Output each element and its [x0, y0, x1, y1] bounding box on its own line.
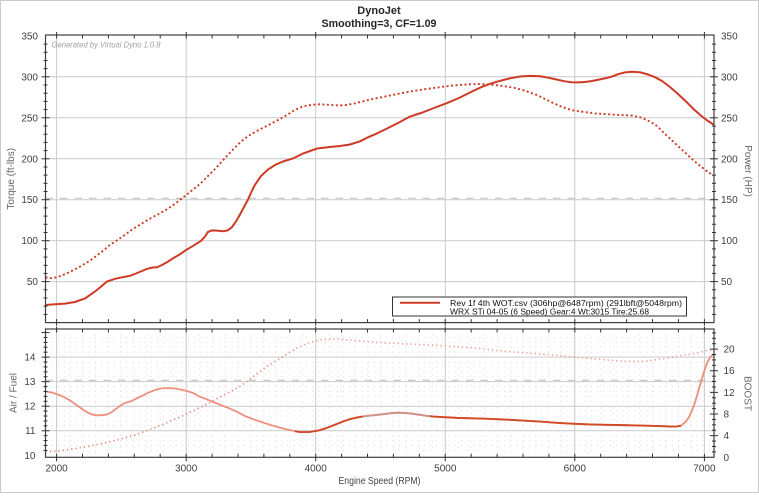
svg-text:150: 150 — [721, 195, 738, 206]
svg-text:WRX STi 04-05 (6 Speed) Gear:4: WRX STi 04-05 (6 Speed) Gear:4 Wt:3015 T… — [450, 307, 650, 316]
svg-text:11: 11 — [25, 426, 36, 437]
svg-text:BOOST: BOOST — [742, 376, 753, 411]
svg-text:Air / Fuel: Air / Fuel — [9, 373, 20, 413]
svg-text:Torque (ft-lbs): Torque (ft-lbs) — [6, 148, 17, 210]
svg-text:250: 250 — [721, 113, 738, 124]
svg-text:6000: 6000 — [564, 464, 587, 475]
svg-text:Smoothing=3, CF=1.09: Smoothing=3, CF=1.09 — [322, 18, 437, 30]
svg-text:100: 100 — [21, 236, 38, 247]
svg-text:0: 0 — [724, 453, 730, 464]
svg-text:150: 150 — [21, 195, 38, 206]
svg-text:14: 14 — [24, 353, 36, 364]
svg-text:300: 300 — [21, 72, 38, 83]
svg-text:Power (HP): Power (HP) — [742, 145, 753, 197]
svg-text:350: 350 — [21, 31, 38, 42]
svg-text:4000: 4000 — [305, 464, 328, 475]
svg-text:20: 20 — [724, 345, 736, 356]
svg-text:DynoJet: DynoJet — [357, 5, 401, 17]
svg-text:Rev 1f 4th WOT.csv (306hp@6487: Rev 1f 4th WOT.csv (306hp@6487rpm) (291l… — [450, 299, 682, 308]
svg-text:4: 4 — [724, 431, 730, 442]
svg-text:50: 50 — [27, 277, 39, 288]
svg-text:Generated by Virtual Dyno 1.0.: Generated by Virtual Dyno 1.0.8 — [52, 41, 161, 50]
svg-text:12: 12 — [724, 388, 736, 399]
svg-text:50: 50 — [721, 277, 733, 288]
svg-text:7000: 7000 — [693, 464, 716, 475]
svg-text:10: 10 — [24, 451, 36, 462]
svg-text:250: 250 — [21, 113, 38, 124]
svg-text:3000: 3000 — [175, 464, 198, 475]
svg-text:12: 12 — [24, 402, 36, 413]
svg-text:5000: 5000 — [434, 464, 457, 475]
svg-text:100: 100 — [721, 236, 738, 247]
svg-text:13: 13 — [24, 377, 36, 388]
svg-text:Engine Speed (RPM): Engine Speed (RPM) — [339, 476, 421, 487]
svg-text:300: 300 — [721, 72, 738, 83]
svg-text:8: 8 — [724, 410, 730, 421]
svg-text:16: 16 — [724, 366, 736, 377]
svg-text:200: 200 — [21, 154, 38, 165]
svg-text:350: 350 — [721, 31, 738, 42]
svg-text:2000: 2000 — [45, 464, 68, 475]
svg-text:200: 200 — [721, 154, 738, 165]
